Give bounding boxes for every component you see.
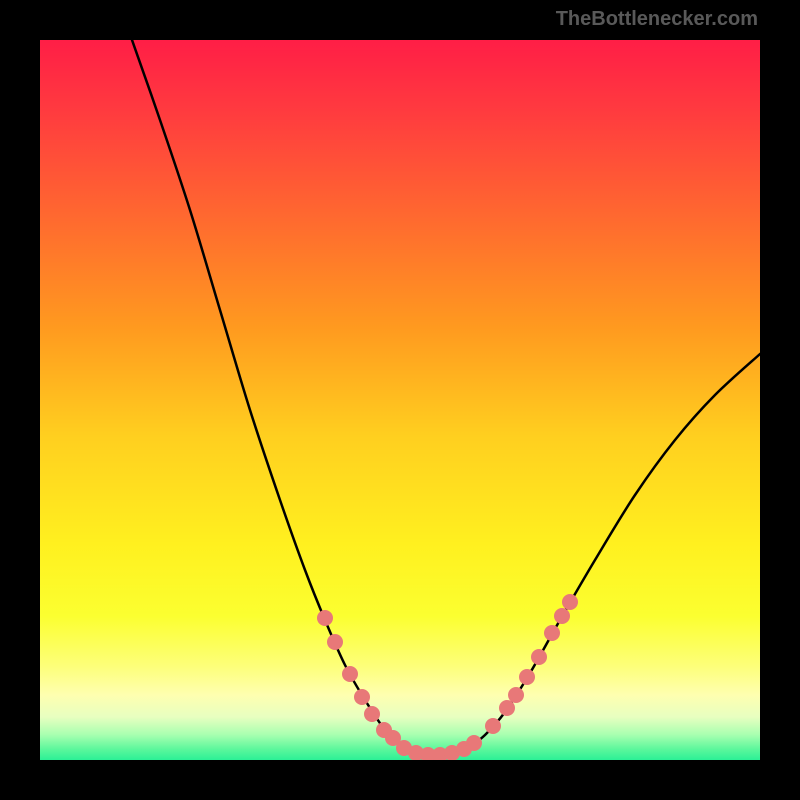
chart-frame: TheBottlenecker.com [0,0,800,800]
gradient-background [40,40,760,760]
curve-marker [554,608,570,624]
curve-marker [466,735,482,751]
curve-marker [317,610,333,626]
curve-marker [485,718,501,734]
curve-marker [354,689,370,705]
curve-marker [508,687,524,703]
curve-marker [327,634,343,650]
curve-marker [562,594,578,610]
curve-marker [544,625,560,641]
curve-marker [364,706,380,722]
bottleneck-curve-chart [40,40,760,760]
curve-marker [342,666,358,682]
watermark-text: TheBottlenecker.com [556,8,758,31]
curve-marker [499,700,515,716]
curve-marker [531,649,547,665]
plot-area [40,40,760,760]
curve-marker [519,669,535,685]
